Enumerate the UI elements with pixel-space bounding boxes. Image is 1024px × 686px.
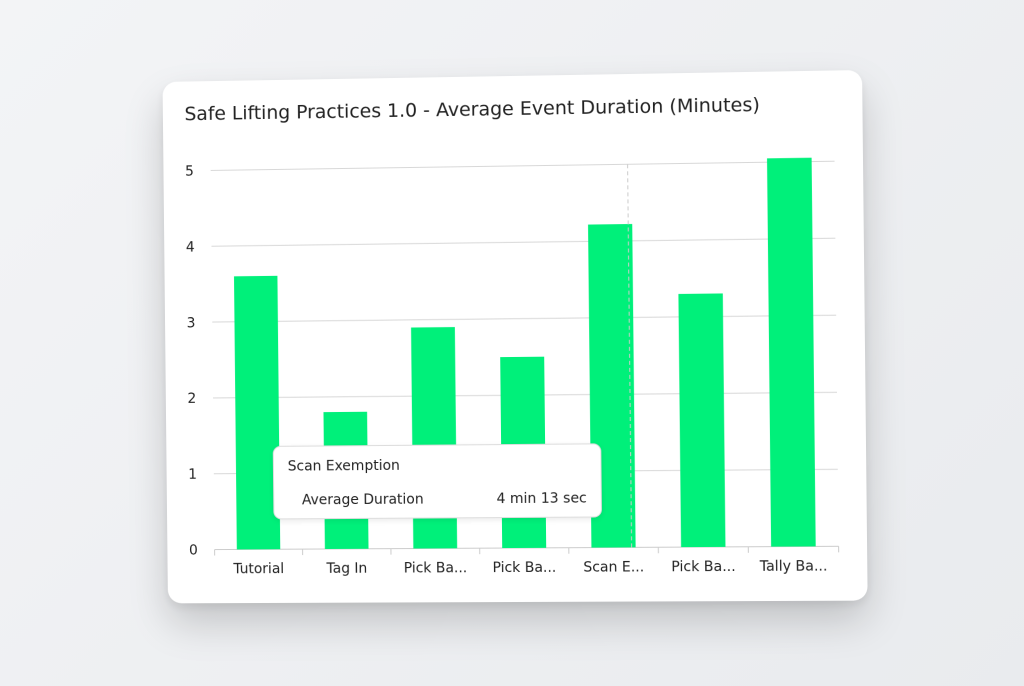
tooltip-value: 4 min 13 sec bbox=[496, 490, 587, 508]
x-tick-label: Scan E... bbox=[583, 559, 644, 575]
y-tick-label: 2 bbox=[187, 391, 196, 407]
tooltip-label: Average Duration bbox=[301, 491, 424, 509]
y-tick-label: 0 bbox=[189, 543, 198, 559]
y-tick-label: 4 bbox=[186, 239, 195, 255]
bar bbox=[234, 275, 281, 550]
chart-card: Safe Lifting Practices 1.0 - Average Eve… bbox=[162, 70, 868, 604]
y-tick-label: 5 bbox=[185, 164, 194, 180]
tooltip: Scan Exemption Average Duration 4 min 13… bbox=[272, 443, 603, 520]
x-tick-label: Pick Ba... bbox=[492, 560, 556, 576]
bar bbox=[767, 157, 816, 547]
x-tick-label: Tag In bbox=[325, 561, 367, 577]
x-tick-label: Tutorial bbox=[232, 561, 284, 577]
tooltip-title: Scan Exemption bbox=[287, 457, 400, 475]
y-tick-label: 1 bbox=[188, 467, 197, 483]
x-tick-label: Tally Ba... bbox=[759, 558, 828, 575]
gridline bbox=[211, 161, 835, 170]
bar bbox=[678, 293, 726, 548]
x-tick-label: Pick Ba... bbox=[404, 560, 468, 576]
x-tick-label: Pick Ba... bbox=[671, 559, 736, 575]
gridline bbox=[212, 315, 836, 322]
y-tick-label: 3 bbox=[187, 315, 196, 331]
bar-chart: 0 1 2 3 4 5 Tutorial Tag In Pick Ba... Pick Ba...… bbox=[185, 157, 868, 577]
gridline bbox=[211, 238, 835, 246]
